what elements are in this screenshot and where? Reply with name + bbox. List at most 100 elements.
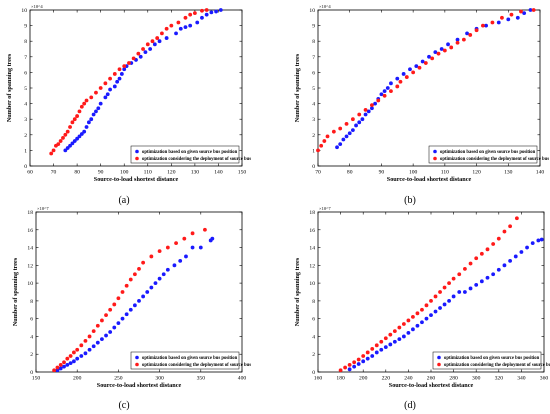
legend-marker [433, 149, 437, 154]
legend-box [428, 145, 538, 164]
data-point-given-source [485, 275, 490, 280]
data-point-given-source [188, 23, 193, 28]
data-point-deployment [519, 9, 523, 14]
data-point-deployment [68, 354, 73, 358]
data-point-deployment [75, 347, 80, 352]
data-point-given-source [536, 238, 541, 243]
y-tick-label: 2 [30, 352, 33, 358]
data-point-given-source [137, 298, 141, 303]
data-point-given-source [77, 134, 82, 139]
data-point-deployment [468, 261, 473, 266]
data-point-deployment [411, 314, 415, 319]
data-point-given-source [383, 345, 388, 350]
y-tick-label: 16 [309, 228, 315, 234]
legend-entry: optimization considering the deployment … [444, 363, 550, 368]
data-point-deployment [325, 134, 330, 139]
data-point-given-source [128, 307, 133, 312]
data-point-deployment [79, 104, 84, 109]
data-point-deployment [77, 109, 82, 114]
data-point-given-source [89, 117, 94, 122]
data-point-given-source [408, 67, 412, 72]
x-tick-label: 150 [32, 376, 41, 382]
data-point-deployment [55, 365, 60, 370]
data-point-deployment [447, 281, 451, 286]
data-point-given-source [115, 79, 120, 84]
data-point-deployment [322, 139, 327, 143]
data-point-given-source [525, 245, 529, 250]
x-tick-label: 320 [495, 376, 504, 382]
data-point-deployment [474, 28, 479, 33]
data-point-given-source [411, 327, 415, 332]
x-tick-label: 250 [114, 376, 123, 382]
x-tick-label: 240 [404, 376, 413, 382]
data-point-given-source [149, 285, 154, 290]
legend-marker [437, 355, 441, 360]
data-point-given-source [98, 101, 103, 106]
data-point-deployment [389, 89, 393, 94]
data-point-given-source [174, 31, 178, 36]
y-multiplier-label: ×10^7 [37, 206, 49, 211]
data-point-deployment [190, 231, 195, 236]
data-point-deployment [116, 296, 121, 301]
legend: optimization based on given source bus p… [130, 351, 251, 370]
data-point-given-source [214, 9, 218, 14]
data-point-given-source [172, 263, 177, 268]
x-tick-label: 130 [504, 170, 513, 176]
data-point-deployment [531, 8, 536, 12]
data-point-deployment [463, 266, 467, 271]
data-point-given-source [388, 342, 393, 347]
data-point-given-source [392, 339, 397, 344]
legend-marker [135, 362, 139, 367]
data-point-given-source [360, 117, 365, 122]
y-tick-label: 1 [24, 148, 27, 154]
data-point-given-source [96, 106, 101, 111]
data-point-given-source [218, 8, 223, 12]
data-point-deployment [370, 103, 374, 108]
data-point-given-source [491, 272, 496, 277]
data-point-given-source [484, 23, 488, 28]
legend-entry: optimization based on given source bus p… [440, 150, 536, 155]
data-point-deployment [455, 40, 460, 45]
panel-c: 150 200 250 300 350 400 0 2 4 6 8 10 12 14 16 18 ×10^7 So… [12, 206, 251, 389]
data-point-deployment [319, 143, 324, 148]
legend-entry: optimization considering the deployment … [142, 363, 251, 368]
data-point-deployment [357, 112, 362, 117]
data-point-deployment [404, 75, 409, 79]
data-point-deployment [124, 283, 129, 288]
data-point-deployment [429, 298, 433, 303]
data-point-deployment [183, 15, 188, 20]
data-point-given-source [122, 67, 127, 72]
data-point-deployment [406, 318, 411, 323]
data-point-given-source [95, 340, 100, 345]
x-tick-label: 300 [155, 376, 164, 382]
legend-entry: optimization based on given source bus p… [142, 150, 238, 155]
x-tick-label: 340 [517, 376, 526, 382]
data-point-deployment [112, 302, 117, 307]
data-point-given-source [539, 237, 544, 242]
data-point-given-source [75, 356, 80, 361]
x-tick-label: 120 [167, 170, 176, 176]
data-point-deployment [56, 142, 61, 147]
legend-box [432, 351, 542, 370]
legend-entry: optimization based on given source bus p… [444, 356, 540, 361]
data-point-deployment [383, 336, 388, 341]
data-point-given-source [84, 125, 89, 129]
data-point-deployment [61, 136, 65, 140]
y-tick-label: 10 [21, 8, 27, 14]
data-point-given-source [75, 136, 80, 141]
data-point-given-source [457, 290, 462, 294]
data-point-deployment [415, 311, 420, 316]
caption-c: (c) [118, 400, 129, 411]
data-point-deployment [424, 303, 429, 308]
data-point-given-source [433, 309, 438, 314]
y-tick-label: 0 [24, 164, 27, 170]
y-tick-label: 0 [312, 164, 315, 170]
data-point-given-source [496, 20, 501, 25]
data-point-given-source [164, 36, 169, 40]
data-point-deployment [128, 277, 133, 282]
data-point-given-source [145, 290, 150, 294]
data-point-given-source [153, 281, 158, 286]
data-point-deployment [417, 65, 422, 70]
x-tick-label: 90 [98, 170, 104, 176]
data-point-deployment [449, 45, 454, 50]
